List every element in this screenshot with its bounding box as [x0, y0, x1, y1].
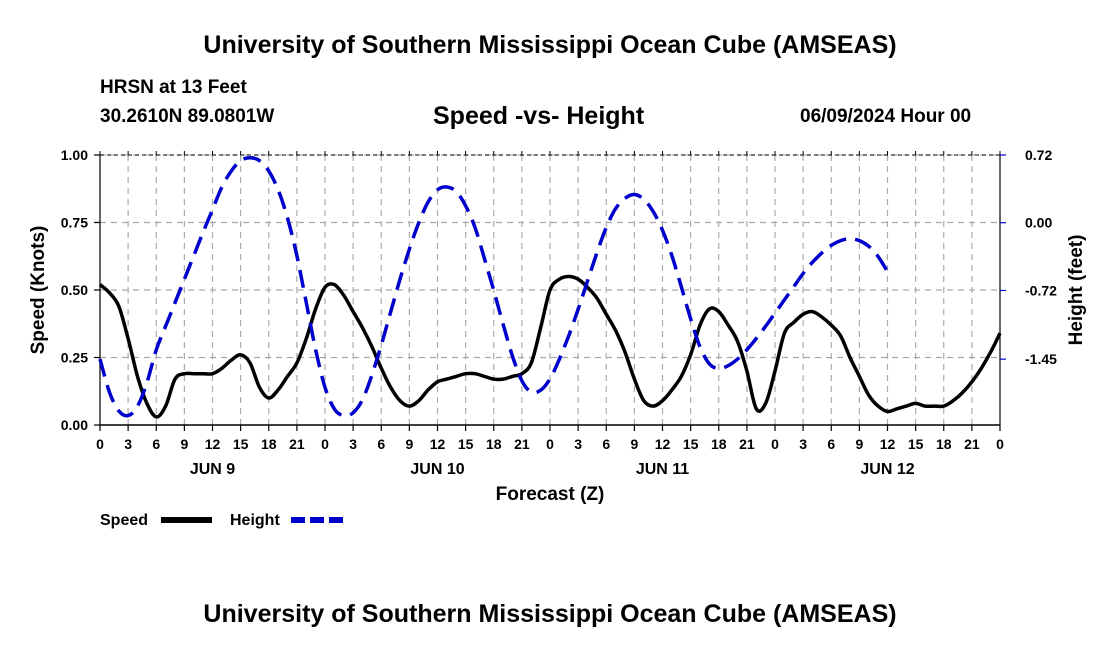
- x-tick-label: 18: [711, 436, 727, 452]
- legend-label-speed: Speed: [100, 512, 148, 529]
- station-coordinates: 30.2610N 89.0801W: [100, 106, 275, 127]
- x-tick-label: 18: [486, 436, 502, 452]
- x-tick-label: 21: [739, 436, 755, 452]
- y2-tick-label: 0.00: [1025, 215, 1052, 231]
- x-tick-label: 15: [908, 436, 924, 452]
- x-tick-label: 6: [152, 436, 160, 452]
- x-day-label: JUN 9: [190, 461, 235, 478]
- x-tick-label: 9: [630, 436, 638, 452]
- x-tick-label: 12: [655, 436, 671, 452]
- y-tick-label: 0.50: [61, 282, 88, 298]
- x-axis-title: Forecast (Z): [496, 484, 605, 505]
- x-tick-label: 15: [683, 436, 699, 452]
- x-tick-label: 0: [546, 436, 554, 452]
- x-tick-label: 3: [799, 436, 807, 452]
- forecast-datetime: 06/09/2024 Hour 00: [800, 106, 972, 127]
- x-tick-label: 18: [261, 436, 277, 452]
- x-tick-label: 0: [771, 436, 779, 452]
- footer-title: University of Southern Mississippi Ocean…: [203, 600, 897, 628]
- x-tick-label: 6: [827, 436, 835, 452]
- x-tick-label: 9: [180, 436, 188, 452]
- series-line-speed: [98, 274, 1002, 419]
- x-tick-label: 3: [349, 436, 357, 452]
- x-tick-label: 0: [321, 436, 329, 452]
- y-axis-title: Speed (Knots): [28, 226, 49, 355]
- x-tick-label: 12: [430, 436, 446, 452]
- station-name: HRSN at 13 Feet: [100, 77, 247, 98]
- x-tick-label: 15: [458, 436, 474, 452]
- x-tick-label: 3: [124, 436, 132, 452]
- x-tick-label: 6: [377, 436, 385, 452]
- y2-tick-label: 0.72: [1025, 147, 1052, 163]
- series-line-height: [98, 156, 889, 418]
- x-day-label: JUN 11: [636, 461, 689, 478]
- x-tick-label: 18: [936, 436, 952, 452]
- y2-tick-label: -1.45: [1025, 351, 1057, 367]
- x-tick-label: 15: [233, 436, 249, 452]
- x-tick-label: 12: [880, 436, 896, 452]
- x-tick-label: 0: [96, 436, 104, 452]
- x-tick-label: 3: [574, 436, 582, 452]
- x-tick-label: 6: [602, 436, 610, 452]
- x-tick-label: 9: [855, 436, 863, 452]
- x-day-label: JUN 10: [410, 461, 464, 478]
- x-day-label: JUN 12: [860, 461, 914, 478]
- y-tick-label: 0.75: [61, 215, 88, 231]
- x-tick-label: 0: [996, 436, 1004, 452]
- chart-subtitle: Speed -vs- Height: [433, 102, 645, 130]
- y-tick-label: 0.25: [61, 350, 88, 366]
- x-tick-label: 9: [405, 436, 413, 452]
- x-tick-label: 21: [514, 436, 530, 452]
- x-tick-label: 21: [289, 436, 305, 452]
- x-tick-label: 12: [205, 436, 221, 452]
- chart-title: University of Southern Mississippi Ocean…: [203, 31, 897, 59]
- legend-label-height: Height: [230, 512, 280, 529]
- x-tick-label: 21: [964, 436, 980, 452]
- y2-tick-label: -0.72: [1025, 282, 1057, 298]
- y2-axis-title: Height (feet): [1066, 235, 1087, 346]
- y-tick-label: 0.00: [61, 417, 88, 433]
- y-tick-label: 1.00: [61, 147, 88, 163]
